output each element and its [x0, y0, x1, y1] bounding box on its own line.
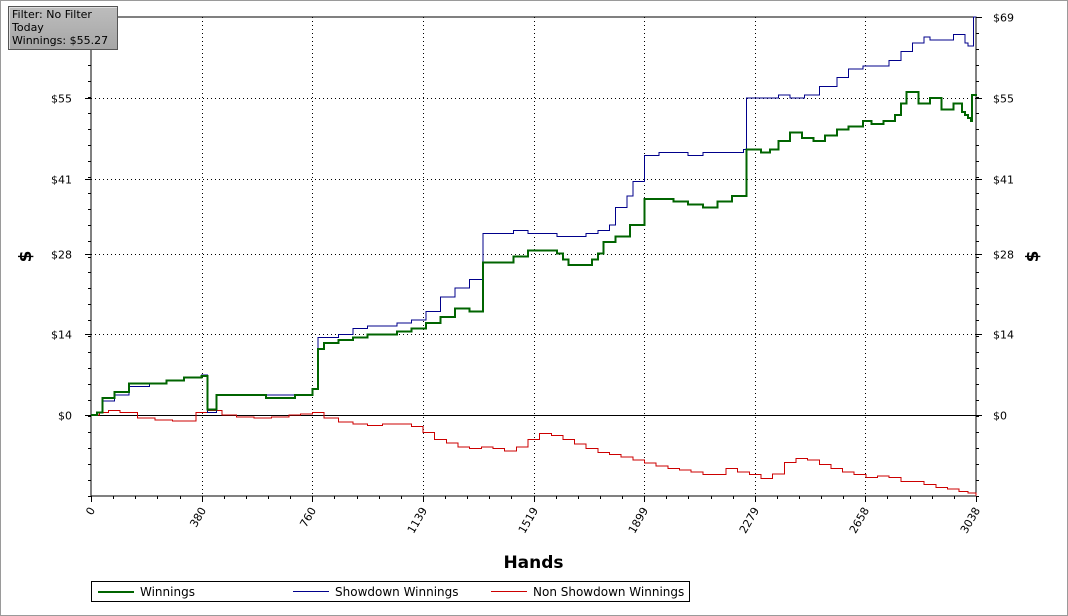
y-tick-label-left: $28: [51, 249, 72, 262]
y-tick-label-right: $14: [993, 329, 1014, 342]
series-line-non-showdown-winnings: [91, 410, 977, 496]
plot-area: [90, 16, 977, 497]
x-tick-label: 380: [187, 505, 209, 530]
x-tick-label: 1139: [405, 505, 430, 536]
x-axis-title: Hands: [503, 553, 563, 573]
x-tick-label: 2279: [737, 505, 762, 536]
x-tick-label: 2658: [847, 505, 872, 536]
y-tick-label-right: $0: [993, 410, 1007, 423]
chart-legend: Winnings Showdown Winnings Non Showdown …: [91, 581, 690, 602]
x-tick-label: 760: [297, 505, 319, 530]
legend-swatch-non-showdown: [491, 591, 527, 592]
x-tick-label: 3038: [958, 505, 983, 536]
y-axis-title-right: $: [1023, 251, 1043, 263]
y-axis-title-left: $: [16, 251, 36, 263]
y-tick-label-right: $55: [993, 93, 1014, 106]
x-tick-label: 0: [83, 505, 98, 518]
y-tick-label-left: $55: [51, 93, 72, 106]
y-tick-label-right: $41: [993, 174, 1014, 187]
period-label: Today: [12, 21, 44, 34]
y-tick-label-right: $28: [993, 249, 1014, 262]
x-tick-label: 1519: [516, 505, 541, 536]
y-tick-label-left: $0: [58, 410, 72, 423]
y-tick-label-left: $14: [51, 329, 72, 342]
x-tick-label: 1899: [626, 505, 651, 536]
legend-swatch-showdown: [293, 591, 329, 592]
series-line-winnings: [91, 91, 977, 417]
y-tick-label-left: $41: [51, 174, 72, 187]
legend-label-non-showdown: Non Showdown Winnings: [533, 584, 685, 599]
legend-item-winnings: Winnings: [98, 582, 195, 601]
winnings-summary: Winnings: $55.27: [12, 34, 109, 47]
legend-item-showdown: Showdown Winnings: [293, 582, 459, 601]
legend-swatch-winnings: [98, 590, 134, 593]
y-tick-label-right: $69: [993, 12, 1014, 25]
legend-label-winnings: Winnings: [140, 584, 195, 599]
filter-label: Filter: No Filter: [12, 8, 92, 21]
filter-info-box: Filter: No Filter Today Winnings: $55.27: [8, 6, 118, 50]
legend-item-non-showdown: Non Showdown Winnings: [491, 582, 684, 601]
legend-label-showdown: Showdown Winnings: [335, 584, 459, 599]
